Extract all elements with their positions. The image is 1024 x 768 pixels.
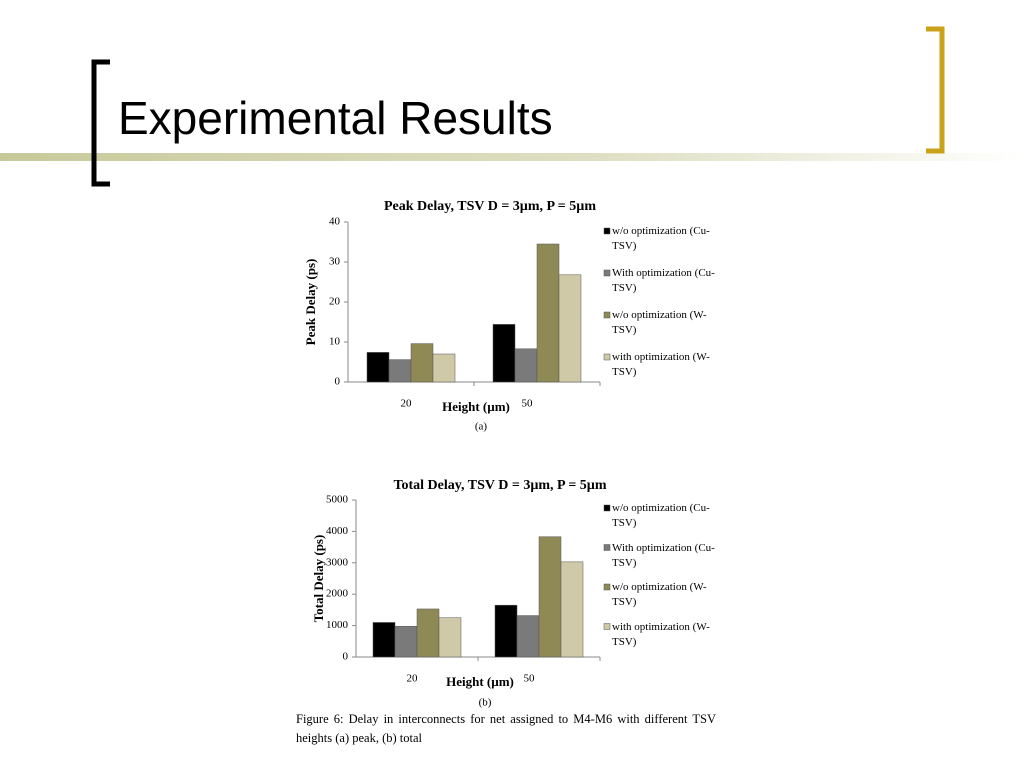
- legend-label: w/o optimization (Cu-TSV): [612, 225, 710, 252]
- legend-swatch: [603, 544, 611, 551]
- bar: [492, 324, 516, 383]
- y-tick-label: 0: [343, 651, 349, 663]
- right-bracket: [926, 26, 945, 154]
- caption: Figure 6: Delay in interconnects for net…: [296, 712, 716, 745]
- y-tick-label: 20: [329, 296, 341, 308]
- sub-label: (a): [475, 421, 488, 433]
- y-tick-label: 30: [329, 256, 341, 268]
- legend-label: w/o optimization (W-TSV): [612, 581, 707, 608]
- legend-swatch: [603, 353, 611, 361]
- x-axis-label: Height (µm): [446, 674, 514, 689]
- left-bracket: [91, 59, 110, 187]
- bar: [394, 625, 418, 658]
- legend-swatch: [603, 227, 611, 235]
- bar: [410, 343, 434, 383]
- y-tick-label: 2000: [326, 588, 349, 600]
- legend-entry: w/o optimization (Cu-TSV): [612, 225, 710, 252]
- x-axis-label: Height (µm): [442, 399, 510, 414]
- x-tick-label: 20: [407, 673, 419, 685]
- bar: [516, 615, 540, 658]
- title-rule: [0, 153, 1024, 161]
- legend-label: With optimization (Cu-TSV): [612, 541, 715, 569]
- legend-entry: With optimization (Cu-TSV): [612, 541, 715, 569]
- chart-title: Peak Delay, TSV D = 3µm, P = 5µm: [384, 199, 596, 214]
- legend-label: with optimization (W-TSV): [612, 620, 710, 648]
- legend-entry: with optimization (W-TSV): [612, 351, 710, 378]
- legend-entry: w/o optimization (W-TSV): [612, 309, 707, 336]
- chart-title: Total Delay, TSV D = 3µm, P = 5µm: [393, 478, 606, 493]
- legend-label: w/o optimization (W-TSV): [612, 309, 707, 336]
- caption-box: Figure 6: Delay in interconnects for net…: [296, 712, 716, 745]
- y-tick-label: 0: [335, 376, 341, 388]
- y-axis-label: Peak Delay (ps): [303, 259, 318, 346]
- y-tick-label: 40: [329, 216, 341, 228]
- legend-label: w/o optimization (Cu-TSV): [612, 502, 710, 529]
- legend-swatch: [603, 311, 611, 319]
- legend-swatch: [603, 504, 611, 512]
- bar: [372, 622, 396, 658]
- legend-label: With optimization (Cu-TSV): [612, 267, 715, 294]
- legend-entry: with optimization (W-TSV): [612, 620, 710, 648]
- bar: [536, 243, 560, 383]
- legend-entry: w/o optimization (Cu-TSV): [612, 502, 710, 529]
- bar: [558, 274, 582, 383]
- bar: [432, 353, 456, 383]
- legend-swatch: [603, 583, 611, 591]
- bar: [388, 359, 412, 383]
- x-tick-label: 20: [401, 398, 413, 410]
- legend-entry: With optimization (Cu-TSV): [612, 267, 715, 294]
- charts: Peak Delay, TSV D = 3µm, P = 5µm 0 10 20 30 4…: [303, 199, 715, 709]
- y-tick-label: 10: [329, 336, 341, 348]
- bar: [438, 617, 462, 658]
- x-tick-label: 50: [524, 673, 536, 685]
- bar: [366, 352, 390, 383]
- bar: [538, 536, 562, 658]
- legend-swatch: [603, 623, 611, 630]
- bar: [494, 604, 518, 658]
- legend-entry: w/o optimization (W-TSV): [612, 581, 707, 608]
- y-axis-label: Total Delay (ps): [311, 535, 326, 623]
- legend-label: with optimization (W-TSV): [612, 351, 710, 378]
- y-tick-label: 3000: [326, 556, 349, 568]
- bar: [514, 348, 538, 383]
- y-tick-label: 1000: [326, 619, 349, 631]
- legend-swatch: [603, 269, 611, 277]
- y-tick-label: 4000: [326, 525, 349, 537]
- bar: [560, 561, 584, 658]
- slide-title: Experimental Results: [118, 92, 553, 144]
- sub-label: (b): [479, 697, 492, 709]
- x-tick-label: 50: [522, 398, 534, 410]
- y-tick-label: 5000: [326, 494, 349, 506]
- bar: [416, 608, 440, 658]
